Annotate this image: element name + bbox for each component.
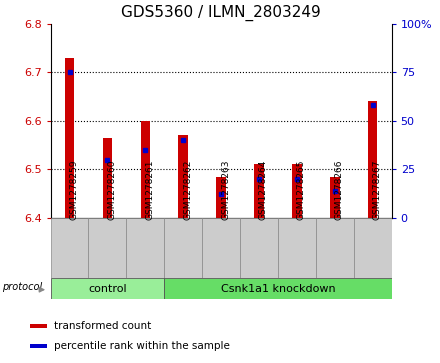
Text: GSM1278259: GSM1278259	[70, 159, 79, 220]
Text: GSM1278264: GSM1278264	[259, 159, 268, 220]
Text: GSM1278261: GSM1278261	[145, 159, 154, 220]
Text: Csnk1a1 knockdown: Csnk1a1 knockdown	[220, 284, 335, 294]
Bar	[292, 164, 301, 218]
Text: control: control	[88, 284, 127, 294]
Bar	[202, 218, 240, 278]
Text: GSM1278260: GSM1278260	[107, 159, 117, 220]
Bar	[164, 218, 202, 278]
Bar	[88, 218, 126, 278]
Bar	[216, 176, 226, 218]
Bar	[179, 135, 188, 218]
Bar	[368, 101, 378, 218]
Bar	[278, 218, 316, 278]
Bar	[354, 218, 392, 278]
Bar	[141, 121, 150, 218]
Bar	[51, 278, 164, 299]
Text: GSM1278266: GSM1278266	[335, 159, 344, 220]
Bar	[254, 164, 264, 218]
Bar	[51, 218, 88, 278]
Text: GSM1278262: GSM1278262	[183, 159, 192, 220]
Text: GSM1278267: GSM1278267	[373, 159, 381, 220]
Bar	[316, 218, 354, 278]
Text: protocol: protocol	[3, 282, 43, 293]
Bar	[240, 218, 278, 278]
Text: transformed count: transformed count	[54, 321, 151, 331]
Bar	[65, 58, 74, 218]
Bar	[30, 344, 47, 348]
Text: percentile rank within the sample: percentile rank within the sample	[54, 341, 230, 351]
Text: GSM1278265: GSM1278265	[297, 159, 306, 220]
Bar	[30, 324, 47, 328]
Bar	[103, 138, 112, 218]
Bar	[330, 176, 340, 218]
Title: GDS5360 / ILMN_2803249: GDS5360 / ILMN_2803249	[121, 5, 321, 21]
Text: GSM1278263: GSM1278263	[221, 159, 230, 220]
Bar	[126, 218, 164, 278]
Bar	[164, 278, 392, 299]
